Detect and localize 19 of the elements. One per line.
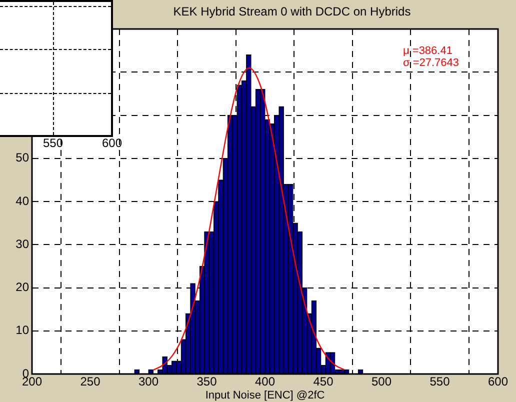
annotation: 550 [42, 136, 64, 150]
x-tick-label: 350 [196, 374, 218, 389]
chart-title: KEK Hybrid Stream 0 with DCDC on Hybrids [173, 4, 411, 18]
y-tick-label: 50 [16, 150, 30, 165]
y-tick-label: 40 [16, 194, 30, 208]
y-tick-label: 10 [16, 323, 30, 338]
annotation: 600 [102, 136, 122, 150]
x-axis-title: Input Noise [ENC] @2fC [205, 389, 325, 402]
x-tick-label: 450 [313, 374, 334, 389]
x-tick-label: 300 [138, 374, 159, 389]
y-tick-label: 30 [16, 236, 30, 251]
x-tick-label: 250 [80, 374, 101, 389]
x-tick-label: 550 [430, 374, 450, 389]
x-tick-label: 400 [254, 374, 276, 389]
x-tick-label: 500 [371, 374, 392, 389]
x-tick-label: 600 [488, 374, 508, 389]
y-tick-label: 20 [16, 280, 30, 294]
annotation: μ =386.41 [403, 45, 452, 58]
annotation: σ =27.7643 [403, 57, 460, 70]
